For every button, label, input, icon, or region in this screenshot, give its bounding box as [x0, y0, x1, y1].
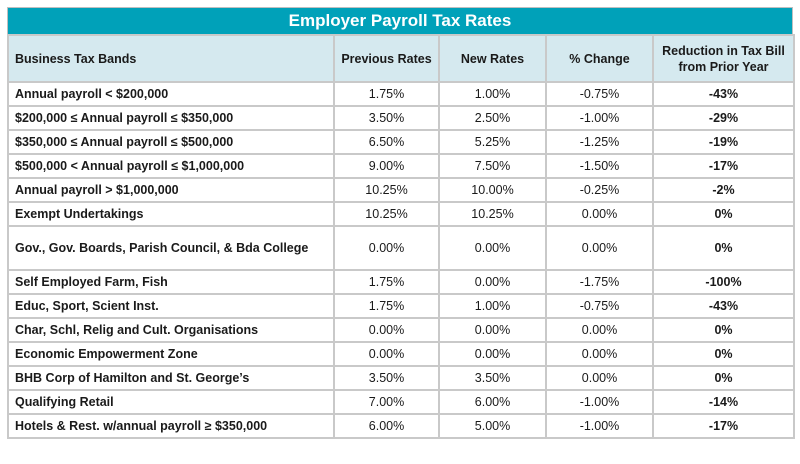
table-row: Educ, Sport, Scient Inst. 1.75% 1.00% -0.75… [7, 293, 795, 319]
band-cell: $500,000 < Annual payroll ≤ $1,000,000 [7, 153, 335, 179]
band-cell: Annual payroll > $1,000,000 [7, 177, 335, 203]
previous-rate-cell: 1.75% [333, 269, 440, 295]
percent-change-cell: -1.00% [545, 413, 654, 439]
table-row: $500,000 < Annual payroll ≤ $1,000,000 9.… [7, 153, 795, 179]
previous-rate-cell: 10.25% [333, 177, 440, 203]
table-row: Annual payroll < $200,000 1.75% 1.00% -0.75… [7, 81, 795, 107]
table-row: $200,000 ≤ Annual payroll ≤ $350,000 3.50… [7, 105, 795, 131]
band-cell: BHB Corp of Hamilton and St. George’s [7, 365, 335, 391]
new-rate-cell: 10.00% [438, 177, 547, 203]
percent-change-cell: -1.00% [545, 389, 654, 415]
percent-change-cell: -0.25% [545, 177, 654, 203]
new-rate-cell: 10.25% [438, 201, 547, 227]
header-business-tax-bands: Business Tax Bands [7, 34, 335, 83]
percent-change-cell: -1.00% [545, 105, 654, 131]
band-cell: $200,000 ≤ Annual payroll ≤ $350,000 [7, 105, 335, 131]
reduction-cell: -14% [652, 389, 795, 415]
reduction-cell: 0% [652, 365, 795, 391]
band-cell: Gov., Gov. Boards, Parish Council, & Bda… [7, 225, 335, 271]
band-cell: Qualifying Retail [7, 389, 335, 415]
new-rate-cell: 5.25% [438, 129, 547, 155]
percent-change-cell: 0.00% [545, 225, 654, 271]
reduction-cell: 0% [652, 201, 795, 227]
previous-rate-cell: 0.00% [333, 317, 440, 343]
table-row: Gov., Gov. Boards, Parish Council, & Bda… [7, 225, 795, 271]
new-rate-cell: 6.00% [438, 389, 547, 415]
reduction-cell: -29% [652, 105, 795, 131]
previous-rate-cell: 9.00% [333, 153, 440, 179]
new-rate-cell: 0.00% [438, 225, 547, 271]
reduction-cell: 0% [652, 317, 795, 343]
percent-change-cell: 0.00% [545, 201, 654, 227]
header-reduction: Reduction in Tax Bill from Prior Year [652, 34, 795, 83]
percent-change-cell: 0.00% [545, 317, 654, 343]
band-cell: Hotels & Rest. w/annual payroll ≥ $350,0… [7, 413, 335, 439]
new-rate-cell: 0.00% [438, 269, 547, 295]
percent-change-cell: 0.00% [545, 365, 654, 391]
band-cell: Economic Empowerment Zone [7, 341, 335, 367]
reduction-cell: -17% [652, 413, 795, 439]
band-cell: Exempt Undertakings [7, 201, 335, 227]
payroll-tax-table: Business Tax Bands Previous Rates New Ra… [7, 34, 795, 439]
reduction-cell: -19% [652, 129, 795, 155]
previous-rate-cell: 10.25% [333, 201, 440, 227]
reduction-cell: -2% [652, 177, 795, 203]
previous-rate-cell: 1.75% [333, 293, 440, 319]
percent-change-cell: -0.75% [545, 81, 654, 107]
reduction-cell: -43% [652, 81, 795, 107]
new-rate-cell: 3.50% [438, 365, 547, 391]
band-cell: Char, Schl, Relig and Cult. Organisation… [7, 317, 335, 343]
table-row: Hotels & Rest. w/annual payroll ≥ $350,0… [7, 413, 795, 439]
reduction-cell: 0% [652, 225, 795, 271]
table-title: Employer Payroll Tax Rates [7, 7, 793, 34]
percent-change-cell: -1.50% [545, 153, 654, 179]
reduction-cell: -43% [652, 293, 795, 319]
percent-change-cell: -1.25% [545, 129, 654, 155]
previous-rate-cell: 3.50% [333, 105, 440, 131]
band-cell: Educ, Sport, Scient Inst. [7, 293, 335, 319]
percent-change-cell: 0.00% [545, 341, 654, 367]
header-previous-rates: Previous Rates [333, 34, 440, 83]
table-row: Qualifying Retail 7.00% 6.00% -1.00% -14% [7, 389, 795, 415]
new-rate-cell: 0.00% [438, 317, 547, 343]
previous-rate-cell: 1.75% [333, 81, 440, 107]
reduction-cell: -17% [652, 153, 795, 179]
previous-rate-cell: 0.00% [333, 341, 440, 367]
table-row: BHB Corp of Hamilton and St. George’s 3.5… [7, 365, 795, 391]
previous-rate-cell: 6.00% [333, 413, 440, 439]
percent-change-cell: -1.75% [545, 269, 654, 295]
table-row: Exempt Undertakings 10.25% 10.25% 0.00% 0% [7, 201, 795, 227]
previous-rate-cell: 0.00% [333, 225, 440, 271]
previous-rate-cell: 3.50% [333, 365, 440, 391]
band-cell: $350,000 ≤ Annual payroll ≤ $500,000 [7, 129, 335, 155]
table-row: $350,000 ≤ Annual payroll ≤ $500,000 6.50… [7, 129, 795, 155]
table-row: Self Employed Farm, Fish 1.75% 0.00% -1.75%… [7, 269, 795, 295]
previous-rate-cell: 6.50% [333, 129, 440, 155]
previous-rate-cell: 7.00% [333, 389, 440, 415]
table-row: Char, Schl, Relig and Cult. Organisation… [7, 317, 795, 343]
band-cell: Self Employed Farm, Fish [7, 269, 335, 295]
table-row: Economic Empowerment Zone 0.00% 0.00% 0.00%… [7, 341, 795, 367]
new-rate-cell: 7.50% [438, 153, 547, 179]
header-row: Business Tax Bands Previous Rates New Ra… [7, 34, 795, 83]
new-rate-cell: 2.50% [438, 105, 547, 131]
reduction-cell: -100% [652, 269, 795, 295]
new-rate-cell: 5.00% [438, 413, 547, 439]
header-new-rates: New Rates [438, 34, 547, 83]
new-rate-cell: 0.00% [438, 341, 547, 367]
header-percent-change: % Change [545, 34, 654, 83]
table-row: Annual payroll > $1,000,000 10.25% 10.00% -… [7, 177, 795, 203]
new-rate-cell: 1.00% [438, 293, 547, 319]
reduction-cell: 0% [652, 341, 795, 367]
new-rate-cell: 1.00% [438, 81, 547, 107]
band-cell: Annual payroll < $200,000 [7, 81, 335, 107]
percent-change-cell: -0.75% [545, 293, 654, 319]
payroll-tax-table-container: Employer Payroll Tax Rates Business Tax … [7, 7, 795, 439]
